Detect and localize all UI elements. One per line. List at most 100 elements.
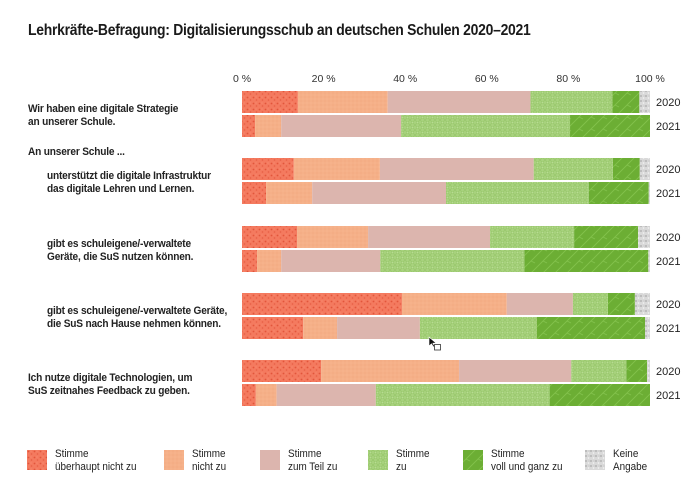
bar-segment-stimme-zu [401, 115, 571, 137]
legend-swatch [368, 450, 388, 470]
year-label: 2020 [656, 299, 680, 311]
bar-segment-keine-angabe [648, 182, 650, 204]
bar-segment-stimme-zum-teil-zu [281, 250, 381, 272]
bar-segment-stimme-nicht-zu [257, 250, 282, 272]
bar-segment-stimme-überhaupt-nicht-zu [242, 91, 298, 113]
bar-segment-stimme-zu [380, 250, 525, 272]
bar-segment-stimme-nicht-zu [255, 384, 277, 406]
bar-segment-stimme-nicht-zu [293, 158, 380, 180]
bar-segment-stimme-zum-teil-zu [276, 384, 376, 406]
mouse-cursor-icon [428, 336, 441, 351]
x-tick-label: 0 % [233, 73, 251, 85]
bar-segment-stimme-zu [490, 226, 575, 248]
bar-segment-keine-angabe [634, 293, 650, 315]
bar-segment-stimme-voll-und-ganz-zu [612, 91, 640, 113]
bar-segment-stimme-nicht-zu [401, 293, 507, 315]
x-tick-label: 60 % [475, 73, 499, 85]
bar-segment-stimme-voll-und-ganz-zu [607, 293, 635, 315]
year-label: 2020 [656, 232, 680, 244]
bar-segment-stimme-zu [533, 158, 613, 180]
legend-swatch [585, 450, 605, 470]
legend-swatch [260, 450, 280, 470]
bar-segment-stimme-überhaupt-nicht-zu [242, 360, 322, 382]
bar-segment-stimme-zum-teil-zu [459, 360, 572, 382]
bar-segment-stimme-nicht-zu [303, 317, 338, 339]
bar-segment-stimme-zu [530, 91, 613, 113]
legend-label: Stimme zu [396, 448, 430, 473]
chart-title: Lehrkräfte-Befragung: Digitalisierungssc… [28, 22, 531, 39]
bar-segment-stimme-zum-teil-zu [379, 158, 534, 180]
bar-segment-keine-angabe [639, 158, 650, 180]
legend-label: Keine Angabe [613, 448, 648, 473]
bar-segment-stimme-voll-und-ganz-zu [549, 384, 650, 406]
legend-label: Stimme voll und ganz zu [491, 448, 563, 473]
bar-segment-stimme-überhaupt-nicht-zu [242, 226, 298, 248]
year-label: 2020 [656, 164, 680, 176]
legend-label: Stimme nicht zu [192, 448, 227, 473]
bar-segment-stimme-überhaupt-nicht-zu [242, 158, 294, 180]
bar-segment-stimme-nicht-zu [321, 360, 460, 382]
legend-swatch [463, 450, 483, 470]
x-tick-label: 40 % [393, 73, 417, 85]
bar-segment-stimme-voll-und-ganz-zu [574, 226, 639, 248]
year-label: 2020 [656, 97, 680, 109]
legend-swatch-fill [585, 450, 605, 470]
legend-label: Stimme überhaupt nicht zu [55, 448, 137, 473]
bar-segment-stimme-zum-teil-zu [337, 317, 420, 339]
legend-swatch-fill [463, 450, 483, 470]
legend-swatch-fill [27, 450, 47, 470]
year-label: 2020 [656, 366, 680, 378]
bar-segment-stimme-überhaupt-nicht-zu [242, 115, 256, 137]
bar-segment-stimme-zum-teil-zu [368, 226, 491, 248]
bar-segment-stimme-nicht-zu [266, 182, 313, 204]
x-tick-label: 20 % [312, 73, 336, 85]
legend-swatch-fill [164, 450, 184, 470]
x-tick-label: 100 % [635, 73, 665, 85]
question-label: gibt es schuleigene/-verwaltete Geräte, … [47, 238, 194, 263]
bar-segment-stimme-überhaupt-nicht-zu [242, 384, 256, 406]
legend-swatch [27, 450, 47, 470]
bar-segment-stimme-überhaupt-nicht-zu [242, 182, 267, 204]
question-label: gibt es schuleigene/-verwaltete Geräte, … [47, 305, 228, 330]
year-label: 2021 [656, 188, 680, 200]
bar-segment-stimme-voll-und-ganz-zu [588, 182, 649, 204]
legend-swatch [164, 450, 184, 470]
bar-segment-stimme-zu [572, 293, 608, 315]
bar-segment-stimme-voll-und-ganz-zu [524, 250, 649, 272]
bar-segment-stimme-zu [419, 317, 537, 339]
bar-segment-stimme-überhaupt-nicht-zu [242, 317, 304, 339]
bar-segment-stimme-zu [571, 360, 627, 382]
bar-segment-keine-angabe [647, 360, 650, 382]
bar-segment-keine-angabe [645, 317, 650, 339]
bar-segment-keine-angabe [638, 226, 650, 248]
bar-segment-stimme-zum-teil-zu [281, 115, 402, 137]
bar-segment-keine-angabe [639, 91, 650, 113]
legend-swatch-fill [260, 450, 280, 470]
bar-segment-stimme-zum-teil-zu [312, 182, 446, 204]
bar-segment-stimme-nicht-zu [297, 91, 388, 113]
bar-segment-stimme-voll-und-ganz-zu [536, 317, 646, 339]
bar-segment-stimme-nicht-zu [297, 226, 369, 248]
section-heading: An unserer Schule ... [28, 146, 125, 158]
year-label: 2021 [656, 256, 680, 268]
x-tick-label: 80 % [556, 73, 580, 85]
bar-segment-stimme-voll-und-ganz-zu [612, 158, 640, 180]
year-label: 2021 [656, 390, 680, 402]
year-label: 2021 [656, 121, 680, 133]
bar-segment-stimme-zum-teil-zu [387, 91, 531, 113]
bar-segment-stimme-zum-teil-zu [506, 293, 573, 315]
bar-segment-stimme-voll-und-ganz-zu [626, 360, 648, 382]
question-label: Wir haben eine digitale Strategie an uns… [28, 103, 179, 128]
bar-segment-stimme-zu [375, 384, 550, 406]
bar-segment-stimme-überhaupt-nicht-zu [242, 293, 402, 315]
year-label: 2021 [656, 323, 680, 335]
bar-segment-stimme-überhaupt-nicht-zu [242, 250, 258, 272]
bar-segment-stimme-nicht-zu [255, 115, 282, 137]
question-label: unterstützt die digitale Infrastruktur d… [47, 170, 211, 195]
bar-segment-stimme-zu [446, 182, 589, 204]
legend-swatch-fill [368, 450, 388, 470]
bar-segment-keine-angabe [648, 250, 650, 272]
bar-segment-stimme-voll-und-ganz-zu [570, 115, 650, 137]
legend-label: Stimme zum Teil zu [288, 448, 338, 473]
